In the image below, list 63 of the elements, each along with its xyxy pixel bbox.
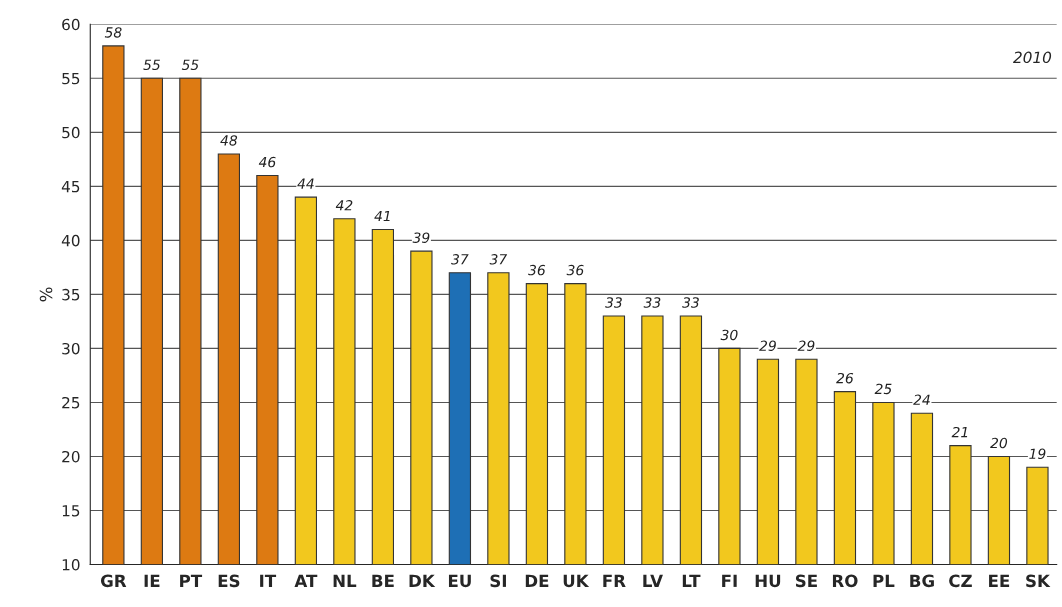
x-tick-label: DE: [525, 574, 549, 587]
data-label: 26: [836, 372, 854, 384]
y-tick-label: 25: [62, 396, 80, 409]
x-tick-label: HU: [755, 574, 781, 588]
x-tick-label: DK: [409, 574, 436, 587]
data-label: 39: [412, 232, 430, 243]
data-label: 44: [297, 178, 314, 189]
x-tick-label: PL: [873, 574, 895, 587]
x-tick-label: BE: [372, 574, 394, 587]
y-tick-label: 20: [62, 450, 80, 463]
data-label: 30: [720, 329, 738, 341]
x-tick-label: SK: [1026, 574, 1051, 588]
data-label: 41: [374, 211, 390, 222]
data-label: 21: [951, 426, 968, 438]
x-tick-label: LV: [643, 574, 663, 587]
data-label: 55: [143, 59, 160, 71]
data-label: 33: [643, 297, 661, 308]
data-label: 29: [797, 340, 815, 351]
y-tick-label: 35: [62, 288, 80, 301]
x-tick-label: NL: [333, 574, 357, 587]
x-tick-label: FI: [722, 574, 737, 587]
y-axis-title: %: [39, 287, 53, 302]
y-tick-label: 50: [62, 126, 80, 139]
x-tick-label: SI: [490, 574, 506, 588]
data-label: 37: [451, 254, 469, 265]
data-label: 46: [258, 156, 276, 168]
data-label: 33: [682, 297, 699, 308]
x-tick-label: EE: [989, 574, 1010, 587]
x-tick-label: CZ: [949, 574, 972, 588]
y-tick-label: 55: [62, 72, 80, 85]
data-label: 55: [181, 59, 199, 71]
data-label: 37: [489, 254, 508, 265]
y-tick-label: 30: [62, 342, 80, 355]
x-tick-label: FR: [603, 574, 626, 587]
data-label: 24: [913, 394, 930, 405]
data-label: 36: [528, 264, 546, 276]
x-tick-label: RO: [832, 574, 858, 588]
data-label: 33: [605, 297, 622, 308]
x-tick-label: ES: [218, 574, 240, 588]
data-label: 25: [874, 383, 892, 395]
x-tick-label: PT: [180, 574, 203, 587]
data-label: 36: [566, 264, 584, 276]
data-label: 48: [220, 135, 238, 146]
x-tick-label: UK: [563, 574, 590, 588]
x-tick-label: AT: [294, 574, 318, 587]
x-tick-label: LT: [682, 574, 701, 587]
data-label: 20: [990, 437, 1008, 449]
data-label: 29: [759, 340, 776, 351]
y-tick-label: 40: [61, 234, 80, 247]
x-tick-label: BG: [910, 574, 934, 588]
y-tick-label: 45: [61, 181, 80, 193]
y-tick-label: 15: [62, 505, 80, 517]
x-tick-label: IT: [260, 574, 277, 587]
x-tick-label: IE: [144, 574, 160, 587]
annotation: 2010: [1013, 51, 1052, 64]
data-label: 42: [335, 200, 353, 211]
x-tick-label: SE: [795, 574, 817, 588]
x-tick-label: EU: [448, 574, 471, 588]
y-tick-label: 60: [62, 18, 80, 31]
x-tick-label: GR: [100, 574, 127, 588]
data-label: 58: [104, 27, 122, 38]
y-tick-label: 10: [62, 558, 80, 571]
data-label: 19: [1029, 448, 1046, 460]
